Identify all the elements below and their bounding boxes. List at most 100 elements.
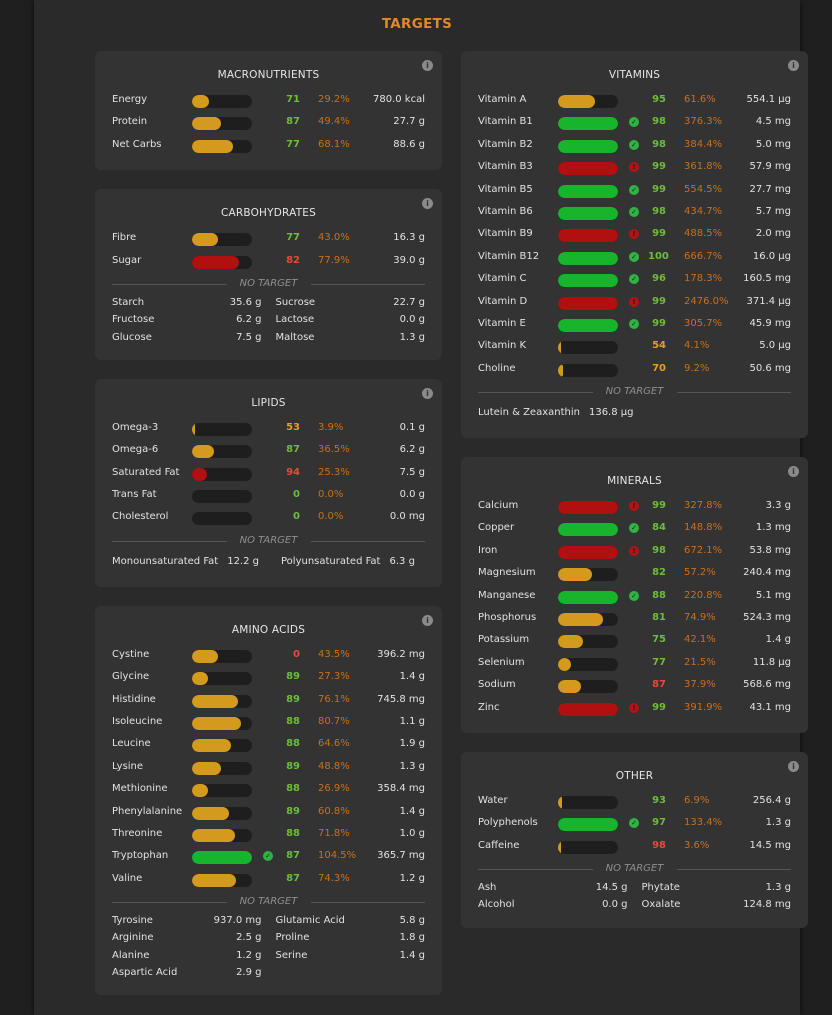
nutrient-row[interactable]: Valine 87 74.3% 1.2 g [112, 868, 425, 890]
info-icon[interactable]: i [422, 614, 433, 626]
no-target-value: 124.8 mg [743, 899, 791, 911]
progress-bar [192, 739, 252, 753]
macronutrients-card: i MACRONUTRIENTS Energy 71 29.2% 780.0 kcal… [95, 51, 442, 171]
amount: 5.7 mg [755, 205, 791, 217]
nutrient-row[interactable]: Methionine 88 26.9% 358.4 mg [112, 778, 425, 800]
info-icon[interactable]: i [422, 198, 433, 210]
progress-bar [558, 568, 618, 582]
amount: 1.3 g [765, 817, 791, 829]
progress-bar [192, 806, 252, 820]
progress-fill [558, 95, 596, 108]
info-icon[interactable]: i [422, 387, 433, 399]
nutrient-row[interactable]: Vitamin B3! 99 361.8% 57.9 mg [478, 156, 791, 178]
nutrient-row[interactable]: Phenylalanine 89 60.8% 1.4 g [112, 801, 425, 823]
nutrient-label: Polyphenols [478, 817, 538, 829]
nutrient-row[interactable]: Vitamin K 54 4.1% 5.0 µg [478, 335, 791, 357]
score: 81 [652, 612, 666, 624]
check-icon: ✓ [263, 851, 273, 862]
nutrient-row[interactable]: Omega-6 87 36.5% 6.2 g [112, 439, 425, 461]
progress-bar [192, 873, 252, 887]
progress-fill [558, 341, 561, 355]
progress-fill [558, 795, 563, 809]
nutrient-row[interactable]: Iron! 98 672.1% 53.8 mg [478, 540, 791, 562]
no-target-label: Ash [478, 882, 497, 894]
nutrient-row[interactable]: Lysine 89 48.8% 1.3 g [112, 756, 425, 778]
nutrient-row[interactable]: Trans Fat 0 0.0% 0.0 g [112, 484, 425, 506]
no-target-value: 0.0 g [602, 899, 628, 911]
nutrient-row[interactable]: Vitamin B12 ✓ 100 666.7% 16.0 µg [478, 246, 791, 268]
nutrient-row[interactable]: Vitamin E ✓ 99 305.7% 45.9 mg [478, 313, 791, 335]
nutrient-row[interactable]: Choline 70 9.2% 50.6 mg [478, 358, 791, 380]
nutrient-row[interactable]: Caffeine 98 3.6% 14.5 mg [478, 835, 791, 857]
progress-fill [192, 139, 233, 153]
no-target-label: Lutein & Zeaxanthin [478, 407, 580, 419]
nutrient-row[interactable]: Sugar 82 77.9% 39.0 g [112, 250, 425, 272]
nutrient-row[interactable]: Vitamin D! 99 2476.0% 371.4 µg [478, 291, 791, 313]
nutrient-label: Leucine [112, 738, 151, 750]
nutrient-label: Selenium [478, 656, 525, 668]
percent-of-target: 3.9% [318, 421, 344, 433]
nutrient-row[interactable]: Vitamin B6 ✓ 98 434.7% 5.7 mg [478, 201, 791, 223]
target-rows: Omega-3 53 3.9% 0.1 g Omega-6 87 36.5% 6.2 g Sat… [112, 417, 425, 529]
nutrient-row[interactable]: Calcium! 99 327.8% 3.3 g [478, 495, 791, 517]
nutrient-row[interactable]: Threonine 88 71.8% 1.0 g [112, 823, 425, 845]
progress-bar [558, 229, 618, 243]
info-icon[interactable]: i [788, 60, 799, 71]
nutrient-row[interactable]: Leucine 88 64.6% 1.9 g [112, 733, 425, 755]
score: 87 [286, 444, 300, 456]
nutrient-row[interactable]: Copper ✓ 84 148.8% 1.3 mg [478, 517, 791, 539]
nutrient-row[interactable]: Protein 87 49.4% 27.7 g [112, 111, 425, 133]
nutrient-row[interactable]: Energy 71 29.2% 780.0 kcal [112, 89, 425, 111]
nutrient-row[interactable]: Tryptophan ✓ 87 104.5% 365.7 mg [112, 845, 425, 867]
percent-of-target: 74.3% [318, 872, 350, 884]
amount: 780.0 kcal [372, 94, 425, 105]
info-icon[interactable]: i [788, 466, 799, 478]
nutrient-row[interactable]: Manganese ✓ 88 220.8% 5.1 mg [478, 585, 791, 607]
progress-bar [192, 422, 252, 436]
no-target-value: 35.6 g [229, 296, 262, 308]
progress-bar [558, 657, 618, 671]
nutrient-row[interactable]: Zinc! 99 391.9% 43.1 mg [478, 697, 791, 719]
no-target-item: Alcohol 0.0 g [478, 896, 628, 913]
nutrient-row[interactable]: Net Carbs 77 68.1% 88.6 g [112, 134, 425, 156]
nutrient-row[interactable]: Vitamin B1 ✓ 98 376.3% 4.5 mg [478, 111, 791, 133]
percent-of-target: 27.3% [318, 671, 350, 683]
nutrient-row[interactable]: Water 93 6.9% 256.4 g [478, 790, 791, 812]
page-title: TARGETS [381, 16, 453, 32]
score: 82 [652, 567, 666, 579]
info-icon[interactable]: i [422, 60, 433, 71]
no-target-value: 2.5 g [236, 932, 262, 944]
nutrient-row[interactable]: Glycine 89 27.3% 1.4 g [112, 666, 425, 688]
amount: 27.7 mg [749, 183, 791, 195]
nutrient-row[interactable]: Cholesterol 0 0.0% 0.0 mg [112, 506, 425, 528]
percent-of-target: 391.9% [684, 701, 723, 713]
nutrient-row[interactable]: Histidine 89 76.1% 745.8 mg [112, 689, 425, 711]
nutrient-row[interactable]: Sodium 87 37.9% 568.6 mg [478, 674, 791, 696]
no-target-item: Sucrose 22.7 g [276, 294, 426, 311]
score: 54 [652, 340, 666, 352]
nutrient-row[interactable]: Polyphenols ✓ 97 133.4% 1.3 g [478, 812, 791, 834]
nutrient-row[interactable]: Fibre 77 43.0% 16.3 g [112, 227, 425, 249]
progress-fill [192, 694, 238, 708]
progress-bar [558, 363, 618, 377]
info-icon[interactable]: i [788, 760, 799, 772]
nutrient-row[interactable]: Cystine 0 43.5% 396.2 mg [112, 644, 425, 666]
nutrient-row[interactable]: Vitamin A 95 61.6% 554.1 µg [478, 89, 791, 111]
score: 75 [652, 634, 666, 646]
nutrient-row[interactable]: Vitamin B9! 99 488.5% 2.0 mg [478, 223, 791, 245]
nutrient-row[interactable]: Isoleucine 88 80.7% 1.1 g [112, 711, 425, 733]
warning-icon: ! [629, 501, 639, 512]
nutrient-row[interactable]: Phosphorus 81 74.9% 524.3 mg [478, 607, 791, 629]
nutrient-row[interactable]: Selenium 77 21.5% 11.8 µg [478, 652, 791, 674]
nutrient-row[interactable]: Magnesium 82 57.2% 240.4 mg [478, 562, 791, 584]
no-target-divider: NO TARGET [478, 859, 791, 879]
nutrient-row[interactable]: Potassium 75 42.1% 1.4 g [478, 629, 791, 651]
nutrient-row[interactable]: Saturated Fat 94 25.3% 7.5 g [112, 462, 425, 484]
check-icon: ✓ [629, 139, 639, 150]
nutrient-row[interactable]: Omega-3 53 3.9% 0.1 g [112, 417, 425, 439]
progress-bar [558, 206, 618, 220]
nutrient-row[interactable]: Vitamin B2 ✓ 98 384.4% 5.0 mg [478, 134, 791, 156]
nutrient-row[interactable]: Vitamin C ✓ 96 178.3% 160.5 mg [478, 268, 791, 290]
nutrient-row[interactable]: Vitamin B5 ✓ 99 554.5% 27.7 mg [478, 179, 791, 201]
check-icon: ✓ [629, 818, 639, 829]
